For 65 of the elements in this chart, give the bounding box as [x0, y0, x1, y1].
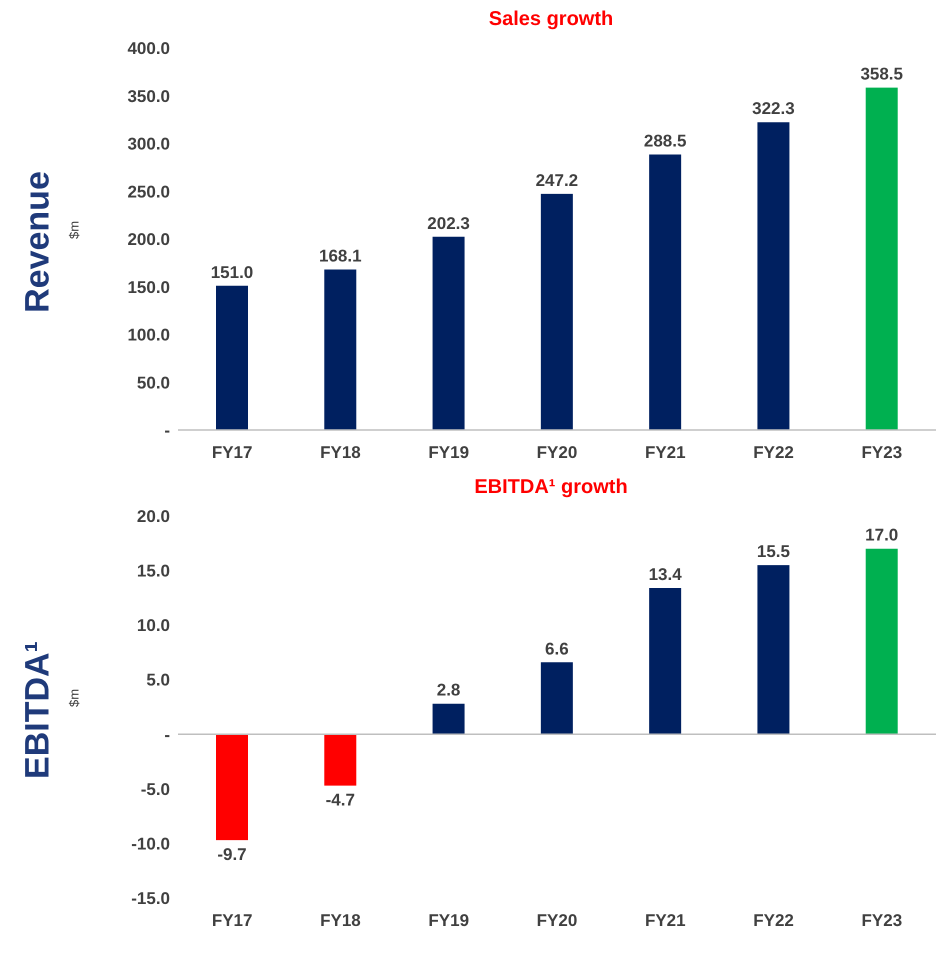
- data-label: -9.7: [217, 845, 247, 864]
- x-tick-label: FY17: [212, 443, 252, 462]
- y-tick-label: 15.0: [136, 562, 170, 581]
- bar: [324, 269, 356, 430]
- data-label: 17.0: [865, 526, 898, 545]
- x-tick-label: FY21: [644, 443, 686, 462]
- y-tick-label: 150.0: [127, 278, 170, 297]
- bar: [649, 154, 682, 430]
- y-tick-label: 400.0: [127, 39, 170, 58]
- y-tick-label: 250.0: [127, 182, 170, 202]
- y-axis-title: $m: [66, 220, 82, 239]
- chart-title: EBITDA¹ growth: [473, 476, 629, 500]
- data-label: 288.5: [644, 131, 686, 150]
- x-tick-label: FY17: [212, 911, 252, 930]
- y-tick-label: -15.0: [131, 889, 170, 908]
- y-tick-label: -: [164, 725, 170, 744]
- data-label: 6.6: [545, 639, 569, 658]
- bar: [649, 588, 682, 734]
- data-label: -4.7: [326, 790, 355, 810]
- data-label: 15.5: [756, 542, 790, 562]
- bar: [432, 236, 465, 430]
- bar: [540, 194, 573, 430]
- bar: [757, 565, 790, 734]
- x-tick-label: FY23: [862, 443, 902, 462]
- data-label: 168.1: [319, 246, 362, 266]
- bar: [324, 734, 356, 786]
- y-tick-label: 5.0: [146, 670, 170, 690]
- bar: [866, 88, 898, 430]
- x-tick-label: FY21: [644, 911, 686, 930]
- y-tick-label: 200.0: [127, 230, 170, 250]
- text: EBITDA¹: [18, 641, 58, 779]
- data-label: 202.3: [427, 214, 470, 233]
- y-tick-label: 50.0: [136, 373, 170, 392]
- x-tick-label: FY20: [536, 443, 578, 462]
- chart-title: Sales growth: [488, 8, 614, 32]
- data-label: 151.0: [210, 262, 254, 282]
- y-tick-label: -10.0: [131, 834, 170, 854]
- bar: [757, 122, 790, 430]
- x-tick-label: FY18: [320, 911, 361, 930]
- x-tick-label: FY23: [862, 911, 902, 930]
- y-tick-label: 300.0: [127, 134, 170, 154]
- y-axis-title: $m: [66, 688, 82, 707]
- data-label: 13.4: [648, 565, 682, 584]
- x-tick-label: FY20: [536, 911, 578, 930]
- x-tick-label: FY19: [428, 443, 470, 462]
- bar: [540, 662, 573, 734]
- y-tick-label: 20.0: [136, 507, 170, 526]
- text: Revenue: [18, 171, 58, 313]
- y-tick-label: 10.0: [136, 616, 170, 636]
- data-label: 358.5: [860, 64, 903, 84]
- data-label: 2.8: [436, 680, 460, 700]
- bar: [432, 704, 465, 734]
- bar: [216, 734, 248, 840]
- x-tick-label: FY22: [753, 443, 794, 462]
- x-tick-label: FY22: [753, 911, 794, 930]
- y-tick-label: 350.0: [127, 86, 170, 106]
- data-label: 322.3: [752, 99, 795, 118]
- y-tick-label: -5.0: [140, 780, 170, 799]
- bar: [216, 286, 248, 430]
- y-tick-label: -: [164, 421, 170, 440]
- x-tick-label: FY19: [428, 911, 470, 930]
- data-label: 247.2: [536, 170, 578, 190]
- bar: [866, 548, 898, 734]
- y-tick-label: 100.0: [127, 326, 170, 345]
- x-tick-label: FY18: [320, 443, 361, 462]
